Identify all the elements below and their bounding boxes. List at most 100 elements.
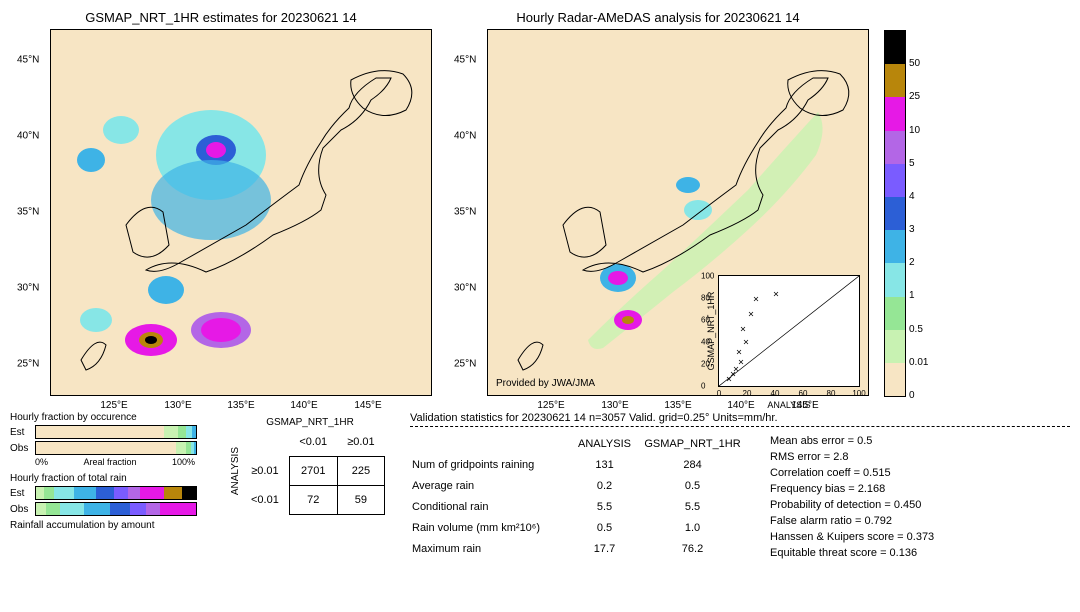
- colorbar-label: 5: [909, 158, 915, 169]
- fraction-segment: [36, 487, 44, 499]
- colorbar-segment: [885, 363, 905, 396]
- ytick: 40°N: [17, 131, 39, 142]
- fraction-segment: [146, 503, 160, 515]
- scatter-ytick: 60: [701, 316, 710, 325]
- provided-by-label: Provided by JWA/JMA: [496, 378, 595, 389]
- ytick: 45°N: [17, 55, 39, 66]
- colorbar-segment: [885, 64, 905, 97]
- cont-col-label: ≥0.01: [337, 428, 384, 457]
- areal-labels: 0% Areal fraction 100%: [35, 457, 195, 467]
- fraction-segment: [46, 503, 60, 515]
- contingency-table: <0.01 ≥0.01 ≥0.01 2701 225 <0.01 72 59: [241, 428, 385, 515]
- table-row: Average rain0.20.5: [412, 477, 748, 496]
- obs-label: Obs: [10, 443, 35, 454]
- scatter-ytick: 40: [701, 338, 710, 347]
- fraction-segment: [176, 442, 186, 454]
- root: GSMAP_NRT_1HR estimates for 20230621 14: [10, 10, 1070, 561]
- ytick: 25°N: [454, 359, 476, 370]
- cont-row-label: ≥0.01: [241, 457, 289, 486]
- maps-row: GSMAP_NRT_1HR estimates for 20230621 14: [10, 10, 1070, 397]
- contingency-col-header: GSMAP_NRT_1HR: [230, 417, 390, 428]
- fraction-segment: [110, 503, 130, 515]
- xtick: 145°E: [354, 400, 381, 411]
- colorbar-segment: [885, 164, 905, 197]
- table-cell: 0.2: [574, 477, 635, 496]
- table-cell: 17.7: [574, 540, 635, 559]
- ytick: 35°N: [17, 207, 39, 218]
- stats-list: Mean abs error = 0.5RMS error = 2.8Corre…: [770, 433, 934, 561]
- left-map-svg: [51, 30, 431, 395]
- cont-cell: 225: [337, 457, 384, 486]
- right-map: Provided by JWA/JMA: [487, 29, 869, 396]
- cont-col-label: <0.01: [289, 428, 337, 457]
- cont-cell: 72: [289, 486, 337, 515]
- stats-row: ANALYSIS GSMAP_NRT_1HR Num of gridpoints…: [410, 433, 1070, 561]
- stats-panel: Validation statistics for 20230621 14 n=…: [410, 412, 1070, 561]
- table-cell: Num of gridpoints raining: [412, 456, 572, 475]
- colorbar-label: 4: [909, 191, 915, 202]
- table-cell: 5.5: [637, 498, 748, 517]
- total-est-bar: [35, 486, 197, 500]
- fraction-segment: [44, 487, 54, 499]
- ytick: 40°N: [454, 131, 476, 142]
- fraction-segment: [194, 442, 196, 454]
- table-row: Conditional rain5.55.5: [412, 498, 748, 517]
- fraction-segment: [178, 426, 186, 438]
- stat-item: Probability of detection = 0.450: [770, 497, 934, 513]
- ytick: 35°N: [454, 207, 476, 218]
- fraction-segment: [128, 487, 140, 499]
- colorbar-segment: [885, 31, 905, 64]
- table-cell: Rain volume (mm km²10⁶): [412, 519, 572, 538]
- table-header: ANALYSIS: [574, 435, 635, 454]
- stat-item: Equitable threat score = 0.136: [770, 545, 934, 561]
- stat-item: Correlation coeff = 0.515: [770, 465, 934, 481]
- colorbar-label: 3: [909, 224, 915, 235]
- scatter-ytick: 100: [701, 272, 714, 281]
- cont-cell: 59: [337, 486, 384, 515]
- occurrence-obs-bar: [35, 441, 197, 455]
- scatter-xtick: 60: [799, 389, 808, 398]
- fraction-segment: [192, 426, 196, 438]
- left-map-title: GSMAP_NRT_1HR estimates for 20230621 14: [85, 10, 356, 25]
- colorbar-segment: [885, 97, 905, 130]
- fraction-segment: [182, 487, 196, 499]
- occurrence-obs-row: Obs: [10, 441, 210, 455]
- xtick: 125°E: [537, 400, 564, 411]
- colorbar-segment: [885, 297, 905, 330]
- stat-item: Mean abs error = 0.5: [770, 433, 934, 449]
- colorbar-label: 1: [909, 290, 915, 301]
- xtick: 135°E: [664, 400, 691, 411]
- table-cell: Maximum rain: [412, 540, 572, 559]
- fraction-segment: [36, 442, 176, 454]
- xtick: 130°E: [164, 400, 191, 411]
- ytick: 45°N: [454, 55, 476, 66]
- colorbar-segment: [885, 197, 905, 230]
- right-map-panel: Hourly Radar-AMeDAS analysis for 2023062…: [447, 10, 869, 397]
- stat-item: False alarm ratio = 0.792: [770, 513, 934, 529]
- scatter-ytick: 0: [701, 382, 705, 391]
- xtick: 140°E: [290, 400, 317, 411]
- colorbar-segment: [885, 330, 905, 363]
- fraction-panel: Hourly fraction by occurence Est Obs 0% …: [10, 412, 210, 561]
- contingency-row-header: ANALYSIS: [230, 447, 241, 495]
- accum-title: Rainfall accumulation by amount: [10, 520, 210, 531]
- areal-mid: Areal fraction: [83, 457, 136, 467]
- table-header: GSMAP_NRT_1HR: [637, 435, 748, 454]
- totalrain-title: Hourly fraction of total rain: [10, 473, 210, 484]
- stat-item: RMS error = 2.8: [770, 449, 934, 465]
- fraction-segment: [130, 503, 146, 515]
- fraction-segment: [54, 487, 74, 499]
- colorbar-label: 25: [909, 91, 920, 102]
- stat-item: Hanssen & Kuipers score = 0.373: [770, 529, 934, 545]
- colorbar: 502510543210.50.010: [884, 30, 906, 397]
- scatter-xtick: 20: [743, 389, 752, 398]
- est-label: Est: [10, 427, 35, 438]
- fraction-segment: [74, 487, 96, 499]
- areal-left: 0%: [35, 457, 48, 467]
- scatter-ytick: 20: [701, 360, 710, 369]
- table-cell: 76.2: [637, 540, 748, 559]
- fraction-segment: [36, 426, 164, 438]
- table-cell: 5.5: [574, 498, 635, 517]
- fraction-segment: [140, 487, 164, 499]
- table-cell: 284: [637, 456, 748, 475]
